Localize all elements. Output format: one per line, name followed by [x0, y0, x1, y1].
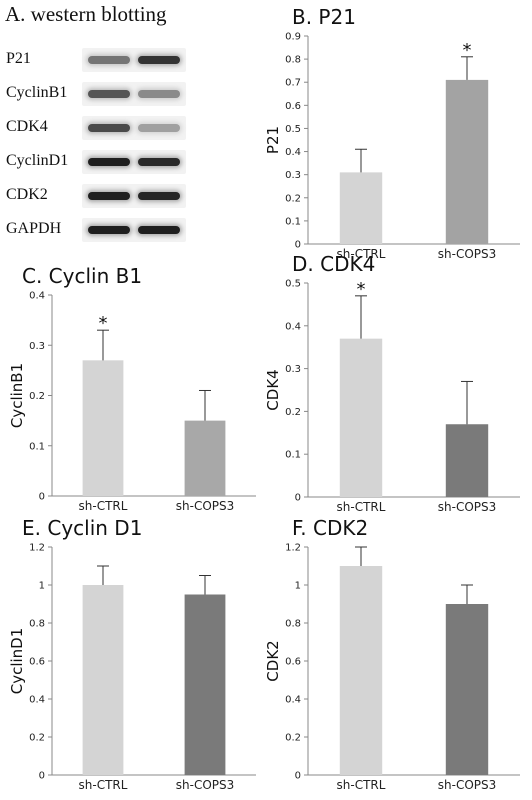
- y-tick-label: 0: [39, 492, 45, 503]
- y-tick-label: 0.2: [285, 733, 301, 744]
- y-tick-label: 0.8: [285, 619, 301, 630]
- x-category-label: sh-COPS3: [176, 499, 235, 513]
- y-tick-label: 0.6: [285, 101, 301, 112]
- x-category-label: sh-CTRL: [79, 499, 128, 513]
- y-tick-label: 0.6: [285, 657, 301, 668]
- y-tick-label: 1.2: [285, 543, 301, 554]
- blot-band: [88, 192, 130, 200]
- bar: [82, 360, 124, 496]
- x-category-label: sh-CTRL: [337, 778, 386, 792]
- y-tick-label: 0.3: [285, 170, 301, 181]
- blot-label-p21: P21: [6, 50, 31, 67]
- y-tick-label: 0.1: [285, 450, 301, 461]
- bar: [339, 338, 383, 497]
- blot-band: [138, 56, 180, 64]
- blot-band: [88, 90, 130, 98]
- blot-band: [88, 158, 130, 166]
- y-tick-label: 0.5: [285, 124, 301, 135]
- bar: [82, 585, 124, 775]
- y-tick-label: 0.1: [285, 216, 301, 227]
- y-tick-label: 0.7: [285, 78, 301, 89]
- y-axis-label: CyclinD1: [8, 628, 26, 695]
- y-tick-label: 0: [39, 771, 45, 782]
- y-tick-label: 0.4: [285, 321, 301, 332]
- chart-title: F. CDK2: [292, 516, 368, 540]
- y-tick-label: 0.2: [285, 193, 301, 204]
- x-category-label: sh-CTRL: [79, 778, 128, 792]
- blot-label-gapdh: GAPDH: [6, 220, 62, 237]
- y-tick-label: 0.1: [29, 441, 45, 452]
- blot-band: [138, 90, 180, 98]
- y-tick-label: 0: [295, 240, 301, 251]
- blot-label-cdk2: CDK2: [6, 186, 48, 203]
- blot-band: [138, 124, 180, 132]
- western-blot-title: A. western blotting: [5, 2, 167, 26]
- y-tick-label: 0.2: [29, 733, 45, 744]
- blot-strip-cyclinb1: [82, 82, 186, 106]
- blot-strip-p21: [82, 48, 186, 72]
- y-tick-label: 0.4: [29, 695, 45, 706]
- blot-strip-gapdh: [82, 218, 186, 242]
- x-category-label: sh-COPS3: [438, 500, 497, 514]
- y-tick-label: 0.8: [29, 619, 45, 630]
- y-tick-label: 1: [295, 581, 301, 592]
- y-tick-label: 0.2: [285, 407, 301, 418]
- bar: [445, 604, 489, 775]
- blot-strip-cdk2: [82, 184, 186, 208]
- bar: [445, 79, 489, 245]
- bar: [184, 594, 226, 775]
- chart-title: B. P21: [292, 5, 356, 29]
- significance-star: *: [463, 40, 472, 61]
- blot-band: [88, 124, 130, 132]
- blot-label-cyclind1: CyclinD1: [6, 152, 69, 169]
- y-axis-label: CyclinB1: [8, 363, 26, 428]
- blot-band: [138, 226, 180, 234]
- chart-title: E. Cyclin D1: [22, 516, 142, 540]
- y-tick-label: 0.4: [285, 695, 301, 706]
- y-tick-label: 0.4: [29, 291, 45, 302]
- x-category-label: sh-CTRL: [337, 500, 386, 514]
- x-category-label: sh-COPS3: [438, 247, 497, 261]
- bar: [339, 172, 383, 244]
- y-tick-label: 0.3: [29, 341, 45, 352]
- chart-title: D. CDK4: [292, 252, 375, 276]
- y-axis-label: P21: [264, 126, 282, 154]
- significance-star: *: [357, 279, 366, 300]
- blot-band: [88, 56, 130, 64]
- y-tick-label: 0.6: [29, 657, 45, 668]
- x-category-label: sh-COPS3: [438, 778, 497, 792]
- blot-label-cyclinb1: CyclinB1: [6, 84, 68, 101]
- bar: [445, 424, 489, 497]
- y-tick-label: 0.5: [285, 279, 301, 290]
- y-tick-label: 0.3: [285, 364, 301, 375]
- y-tick-label: 0: [295, 771, 301, 782]
- y-axis-label: CDK2: [264, 640, 282, 681]
- western-blot-panel: P21 CyclinB1 CDK4 CyclinD1 CDK2 GAPDH: [0, 36, 200, 246]
- blot-band: [88, 226, 130, 234]
- y-tick-label: 0.9: [285, 32, 301, 43]
- significance-star: *: [99, 313, 108, 334]
- y-tick-label: 0.2: [29, 391, 45, 402]
- y-tick-label: 1.2: [29, 543, 45, 554]
- y-tick-label: 0.4: [285, 147, 301, 158]
- bar: [184, 420, 226, 496]
- y-axis-label: CDK4: [264, 369, 282, 410]
- x-category-label: sh-CTRL: [337, 247, 386, 261]
- y-tick-label: 1: [39, 581, 45, 592]
- y-tick-label: 0: [295, 493, 301, 504]
- blot-band: [138, 158, 180, 166]
- bar: [339, 566, 383, 775]
- blot-strip-cdk4: [82, 116, 186, 140]
- y-tick-label: 0.8: [285, 55, 301, 66]
- blot-strip-cyclind1: [82, 150, 186, 174]
- chart-title: C. Cyclin B1: [22, 264, 142, 288]
- blot-band: [138, 192, 180, 200]
- x-category-label: sh-COPS3: [176, 778, 235, 792]
- blot-label-cdk4: CDK4: [6, 118, 48, 135]
